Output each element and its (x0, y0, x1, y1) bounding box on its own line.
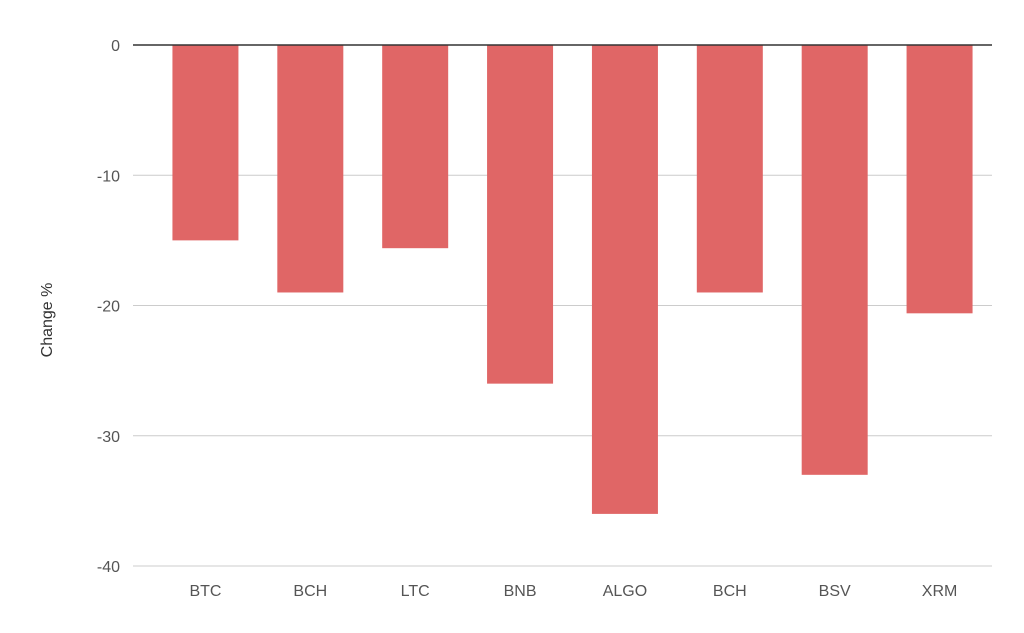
bar-algo (591, 45, 658, 514)
y-tick-label: -30 (97, 429, 120, 446)
x-tick-label: BTC (189, 583, 221, 600)
y-tick-label: -20 (97, 299, 120, 316)
y-tick-label: -10 (97, 168, 120, 185)
x-tick-label: BCH (293, 583, 327, 600)
bar-ltc (382, 45, 449, 249)
x-tick-label: BSV (819, 583, 851, 600)
y-tick-label: 0 (111, 38, 120, 55)
x-tick-label: ALGO (603, 583, 647, 600)
bar-bch (696, 45, 763, 293)
x-tick-label: XRM (922, 583, 958, 600)
y-axis-ticks: 0 -10 -20 -30 -40 (97, 38, 120, 576)
bar-bsv (801, 45, 868, 475)
bar-bch (277, 45, 344, 293)
x-axis-ticks: BTC BCH LTC BNB ALGO BCH BSV XRM (189, 583, 957, 600)
x-tick-label: BNB (504, 583, 537, 600)
bars (172, 45, 973, 514)
y-axis-title: Change % (39, 283, 56, 358)
y-tick-label: -40 (97, 559, 120, 576)
x-tick-label: BCH (713, 583, 747, 600)
x-tick-label: LTC (401, 583, 430, 600)
bar-bnb (487, 45, 554, 384)
bar-btc (172, 45, 239, 241)
bar-xrm (906, 45, 973, 314)
